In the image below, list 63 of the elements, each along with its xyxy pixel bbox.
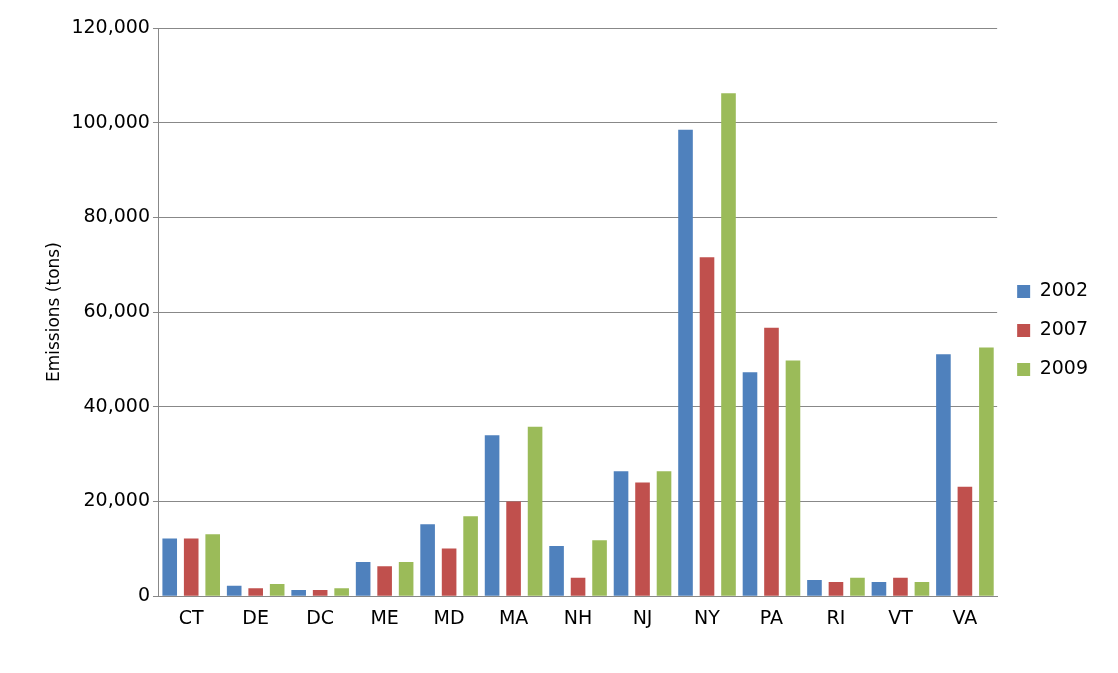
bar	[420, 524, 435, 596]
bar	[527, 426, 543, 596]
x-tick-label: NH	[563, 605, 593, 628]
x-tick-label: MA	[498, 605, 529, 628]
bar	[656, 471, 672, 596]
bar	[807, 580, 822, 596]
y-tick-label: 20,000	[83, 488, 150, 511]
bar	[312, 590, 328, 596]
bar	[957, 486, 973, 596]
x-tick-label: VT	[888, 605, 914, 628]
bar	[441, 548, 457, 596]
bar	[979, 347, 994, 596]
bar	[613, 471, 629, 596]
bar	[914, 582, 930, 596]
bar	[936, 354, 951, 596]
bar	[377, 566, 392, 596]
y-axis-title: Emissions (tons)	[42, 242, 63, 383]
x-tick-label: NJ	[632, 605, 653, 628]
bar	[269, 583, 285, 596]
bar	[785, 360, 801, 596]
bar	[355, 562, 371, 596]
bar	[764, 327, 779, 596]
x-tick-label: CT	[178, 605, 205, 628]
y-tick-label: 120,000	[71, 14, 150, 37]
bar	[592, 540, 607, 596]
bar	[871, 582, 887, 596]
bar	[570, 577, 586, 596]
bar	[205, 534, 221, 596]
x-tick-label: VA	[952, 605, 978, 628]
legend-label: 2009	[1039, 356, 1089, 379]
bar	[742, 372, 758, 596]
y-tick-label: 60,000	[83, 299, 150, 322]
x-tick-label: RI	[826, 605, 846, 628]
x-tick-label: MD	[433, 605, 465, 628]
bar	[226, 585, 242, 596]
bar	[463, 516, 478, 596]
y-tick-label: 0	[137, 583, 150, 606]
x-tick-label: ME	[370, 605, 399, 628]
legend-label: 2007	[1039, 317, 1089, 340]
bar	[699, 257, 715, 596]
bar	[850, 577, 865, 596]
legend-label: 2002	[1039, 278, 1089, 301]
bar	[721, 93, 736, 596]
bar	[398, 562, 414, 596]
x-tick-label: PA	[759, 605, 784, 628]
bar	[183, 538, 199, 596]
y-tick-label: 100,000	[71, 109, 150, 132]
x-tick-label: NY	[694, 605, 721, 628]
bar	[248, 588, 263, 596]
bar	[678, 129, 693, 596]
y-tick-label: 40,000	[83, 393, 150, 416]
bar	[484, 435, 500, 596]
bar	[162, 538, 178, 596]
x-tick-label: DE	[242, 605, 269, 628]
bar	[334, 588, 349, 596]
bar	[828, 582, 844, 596]
bar	[291, 590, 306, 596]
bar	[635, 482, 650, 596]
bar	[893, 577, 908, 596]
y-tick-label: 80,000	[83, 204, 150, 227]
x-tick-label: DC	[306, 605, 335, 628]
bar	[549, 546, 564, 596]
bar	[506, 501, 521, 596]
